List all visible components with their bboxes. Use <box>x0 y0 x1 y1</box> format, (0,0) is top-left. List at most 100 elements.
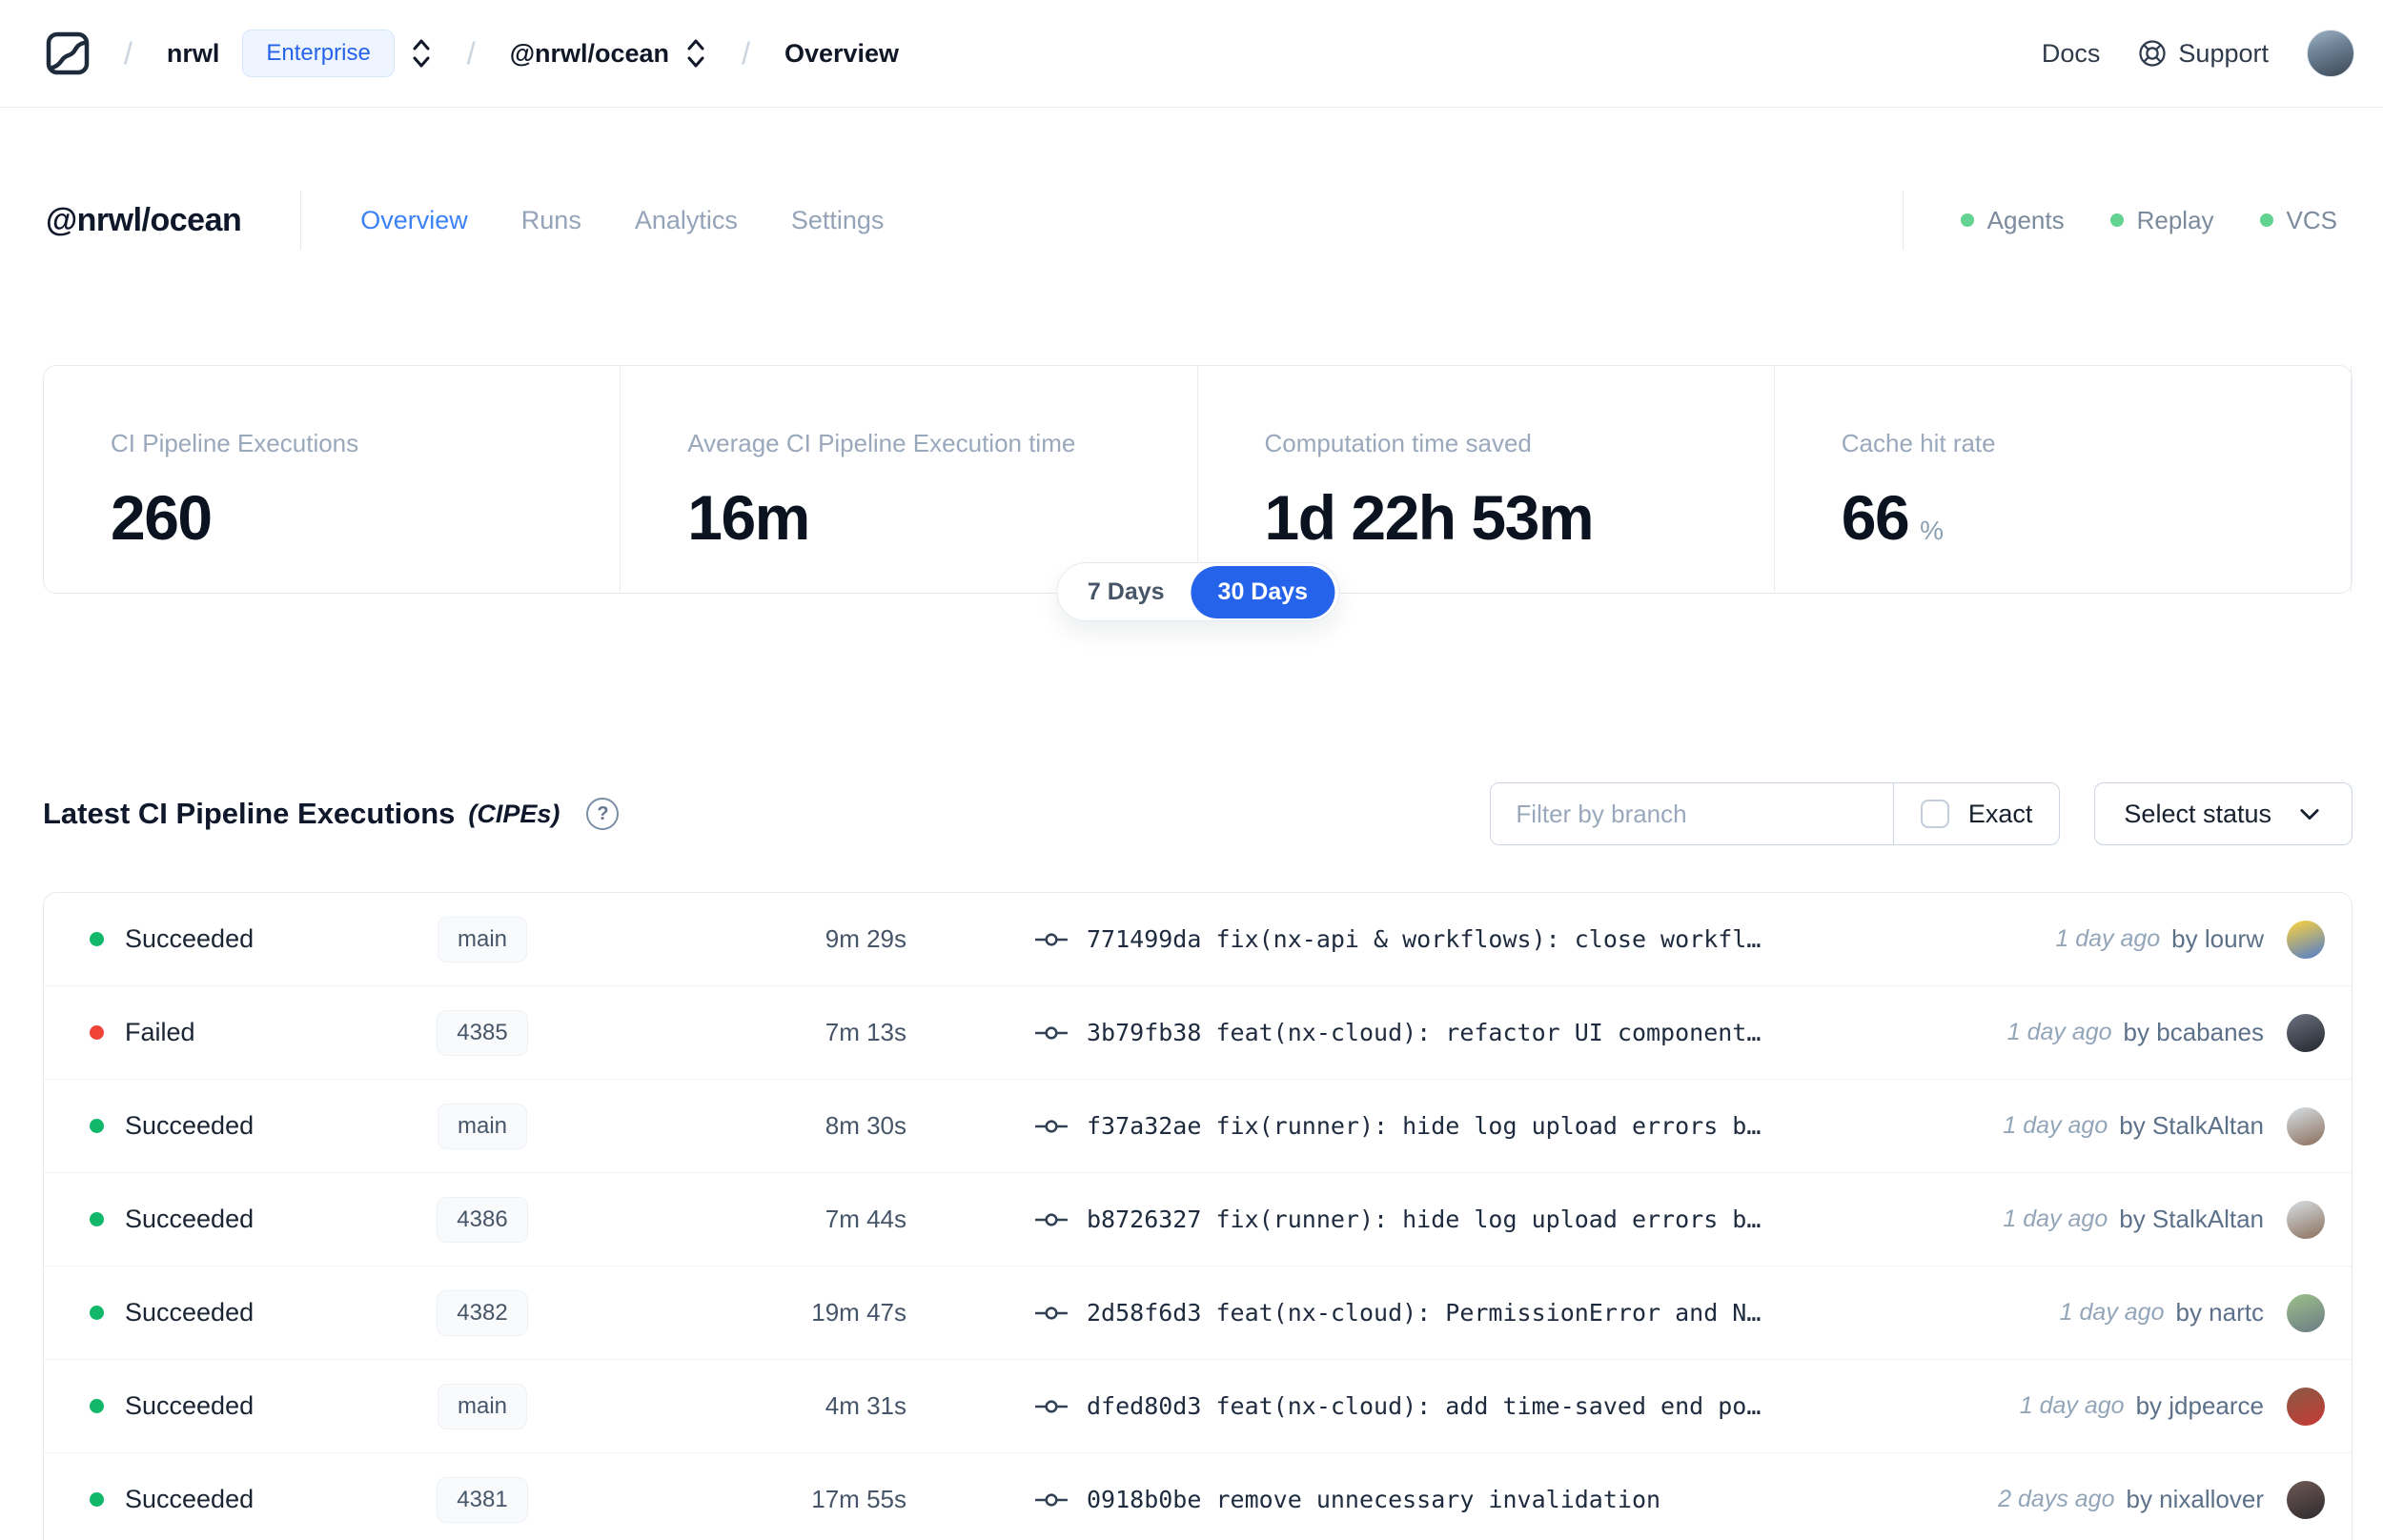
commit-cell[interactable]: f37a32ae fix(runner): hide log upload er… <box>1035 1112 1761 1140</box>
branch-badge[interactable]: 4381 <box>437 1476 528 1523</box>
branch-badge[interactable]: 4385 <box>437 1009 528 1056</box>
commit-message: 2d58f6d3 feat(nx-cloud): PermissionError… <box>1087 1299 1762 1327</box>
green-dot-icon <box>1960 213 1974 227</box>
breadcrumb-workspace[interactable]: @nrwl/ocean <box>509 38 670 68</box>
run-status: Succeeded <box>125 1298 255 1327</box>
exact-checkbox[interactable] <box>1920 800 1949 828</box>
commit-cell[interactable]: 3b79fb38 feat(nx-cloud): refactor UI com… <box>1035 1019 1761 1046</box>
select-status-dropdown[interactable]: Select status <box>2094 782 2352 845</box>
branch-cell: main <box>306 1103 659 1149</box>
indicator-vcs[interactable]: VCS <box>2259 206 2337 235</box>
chevron-down-icon <box>2300 809 2319 821</box>
author-avatar[interactable] <box>2287 1480 2325 1519</box>
breadcrumb-separator: / <box>124 35 132 71</box>
commit-cell[interactable]: 2d58f6d3 feat(nx-cloud): PermissionError… <box>1035 1299 1761 1327</box>
toggle-7-days[interactable]: 7 Days <box>1087 578 1165 605</box>
git-commit-icon <box>1035 1394 1068 1419</box>
run-author: by nartc <box>2175 1298 2265 1327</box>
git-commit-icon <box>1035 927 1068 952</box>
tab-overview[interactable]: Overview <box>360 205 468 234</box>
run-author: by StalkAltan <box>2119 1111 2264 1140</box>
table-row[interactable]: Succeeded 4381 17m 55s 0918b0be remove u… <box>44 1453 2352 1540</box>
branch-badge[interactable]: main <box>437 1383 528 1429</box>
question-circle-icon[interactable]: ? <box>586 798 620 830</box>
tab-analytics[interactable]: Analytics <box>634 205 738 234</box>
period-toggle: 7 Days 30 Days <box>1055 562 1340 621</box>
workspace-switcher chevron-up-down-icon[interactable] <box>684 37 707 70</box>
support-link[interactable]: Support <box>2138 39 2269 69</box>
commit-cell[interactable]: 0918b0be remove unnecessary invalidation <box>1035 1486 1660 1513</box>
branch-cell: 4381 <box>306 1476 659 1523</box>
run-meta: 2 days ago by nixallover <box>1998 1480 2325 1519</box>
green-dot-icon <box>2259 213 2273 227</box>
run-meta: 1 day ago by StalkAltan <box>2003 1106 2325 1145</box>
author-avatar[interactable] <box>2287 1387 2325 1426</box>
branch-cell: main <box>306 1383 659 1429</box>
user-avatar[interactable] <box>2307 30 2354 77</box>
run-duration: 4m 31s <box>825 1391 906 1420</box>
nx-cloud-logo-icon[interactable] <box>46 31 90 75</box>
run-status: Succeeded <box>125 1111 255 1140</box>
run-time-ago: 1 day ago <box>2059 1299 2165 1326</box>
commit-cell[interactable]: b8726327 fix(runner): hide log upload er… <box>1035 1206 1761 1233</box>
author-avatar[interactable] <box>2287 1106 2325 1145</box>
divider <box>1902 191 1904 250</box>
status-dot-icon <box>90 1306 104 1320</box>
table-row[interactable]: Succeeded main 9m 29s 771499da fix(nx-ap… <box>44 893 2352 986</box>
table-row[interactable]: Succeeded 4386 7m 44s b8726327 fix(runne… <box>44 1173 2352 1266</box>
branch-badge[interactable]: main <box>437 916 528 962</box>
run-duration: 9m 29s <box>825 924 906 953</box>
run-meta: 1 day ago by bcabanes <box>2006 1013 2325 1052</box>
breadcrumb-page: Overview <box>784 38 900 68</box>
green-dot-icon <box>2109 213 2124 227</box>
exact-toggle[interactable]: Exact <box>1892 783 2060 844</box>
plan-badge: Enterprise <box>242 30 395 77</box>
branch-filter-input[interactable] <box>1491 783 1893 844</box>
docs-link[interactable]: Docs <box>2041 38 2101 68</box>
branch-badge[interactable]: 4382 <box>437 1289 528 1336</box>
run-author: by StalkAltan <box>2119 1205 2264 1233</box>
table-row[interactable]: Succeeded main 8m 30s f37a32ae fix(runne… <box>44 1080 2352 1173</box>
run-duration: 8m 30s <box>825 1111 906 1140</box>
status-dot-icon <box>90 1492 104 1507</box>
stat-value: 260 <box>111 482 213 553</box>
author-avatar[interactable] <box>2287 1013 2325 1052</box>
cipe-title-suffix: (CIPEs) <box>468 799 560 828</box>
commit-message: f37a32ae fix(runner): hide log upload er… <box>1087 1112 1762 1140</box>
table-row[interactable]: Succeeded main 4m 31s dfed80d3 feat(nx-c… <box>44 1360 2352 1453</box>
git-commit-icon <box>1035 1114 1068 1139</box>
cipe-controls: Exact Select status <box>1490 782 2352 845</box>
branch-cell: main <box>306 916 659 962</box>
indicator-replay[interactable]: Replay <box>2109 206 2214 235</box>
toggle-30-days[interactable]: 30 Days <box>1191 565 1335 618</box>
breadcrumb-org[interactable]: nrwl <box>166 38 220 68</box>
workspace-tabs: Overview Runs Analytics Settings <box>360 206 884 235</box>
run-author: by lourw <box>2171 924 2264 953</box>
commit-cell[interactable]: 771499da fix(nx-api & workflows): close … <box>1035 925 1761 953</box>
branch-badge[interactable]: main <box>437 1103 528 1149</box>
workspace-header: @nrwl/ocean Overview Runs Analytics Sett… <box>46 190 2337 251</box>
table-row[interactable]: Failed 4385 7m 13s 3b79fb38 feat(nx-clou… <box>44 986 2352 1080</box>
stat-card-ci-pipeline-executions: CI Pipeline Executions 260 <box>44 366 621 593</box>
author-avatar[interactable] <box>2287 920 2325 959</box>
commit-cell[interactable]: dfed80d3 feat(nx-cloud): add time-saved … <box>1035 1392 1761 1420</box>
author-avatar[interactable] <box>2287 1200 2325 1239</box>
run-meta: 1 day ago by StalkAltan <box>2003 1200 2325 1239</box>
run-meta: 1 day ago by jdpearce <box>2020 1387 2325 1426</box>
table-row[interactable]: Succeeded 4382 19m 47s 2d58f6d3 feat(nx-… <box>44 1266 2352 1360</box>
status-dot-icon <box>90 932 104 946</box>
org-switcher chevron-up-down-icon[interactable] <box>410 37 433 70</box>
run-status: Succeeded <box>125 924 255 953</box>
stat-label: Average CI Pipeline Execution time <box>687 429 1076 457</box>
tab-settings[interactable]: Settings <box>790 205 885 234</box>
navbar: / nrwl Enterprise / @nrwl/ocean / Overvi… <box>0 0 2383 108</box>
divider <box>300 191 302 250</box>
branch-badge[interactable]: 4386 <box>437 1196 528 1243</box>
stat-value: 1d 22h 53m <box>1264 482 1595 553</box>
branch-cell: 4385 <box>306 1009 659 1056</box>
commit-message: dfed80d3 feat(nx-cloud): add time-saved … <box>1087 1392 1762 1420</box>
tab-runs[interactable]: Runs <box>520 205 581 234</box>
run-time-ago: 1 day ago <box>2006 1019 2112 1045</box>
indicator-agents[interactable]: Agents <box>1960 206 2065 235</box>
author-avatar[interactable] <box>2287 1293 2325 1332</box>
